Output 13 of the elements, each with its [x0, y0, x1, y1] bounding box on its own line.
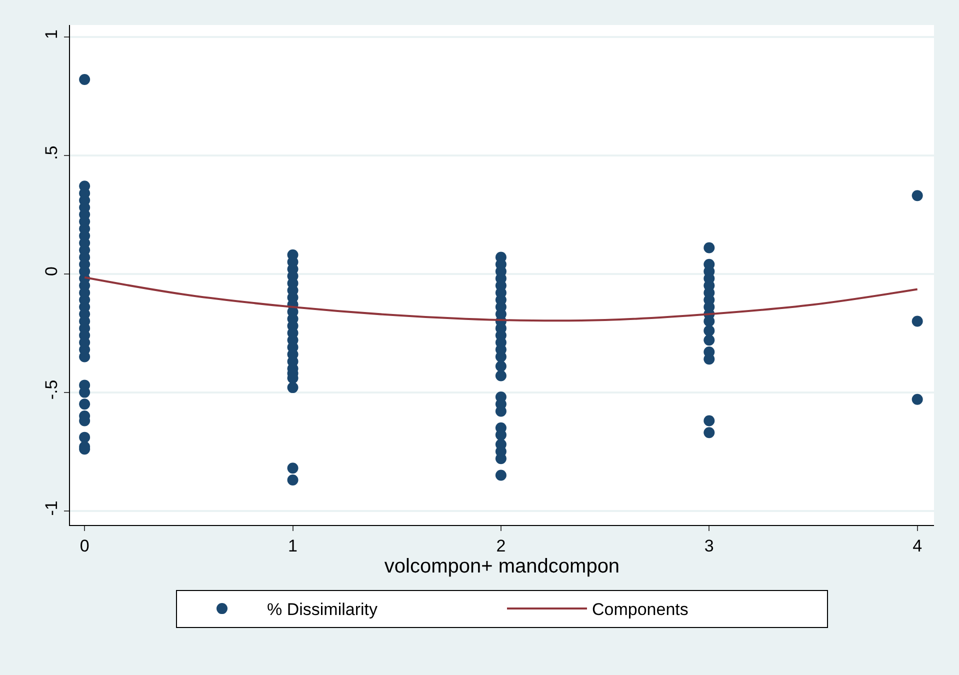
x-tick-label: 1	[288, 536, 298, 556]
x-tick-label: 2	[496, 536, 506, 556]
x-tick-label: 3	[704, 536, 714, 556]
legend-label: Components	[592, 600, 688, 620]
x-axis-title: volcompon+ mandcompon	[384, 555, 620, 578]
y-tick-label: 0	[42, 266, 62, 276]
y-tick-label: -1	[42, 500, 62, 516]
x-tick-label: 4	[912, 536, 922, 556]
y-tick-label: .5	[42, 146, 62, 160]
x-tick-label: 0	[80, 536, 90, 556]
y-tick-label: 1	[42, 30, 62, 40]
legend-label: % Dissimilarity	[267, 600, 378, 620]
y-tick-label: -.5	[42, 380, 62, 400]
